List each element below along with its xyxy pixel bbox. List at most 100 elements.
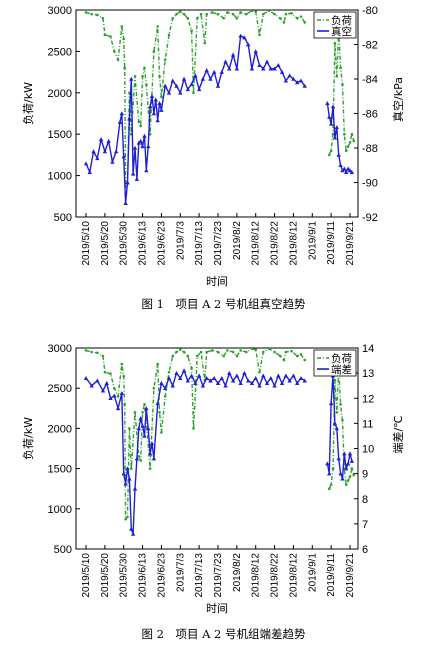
series-真空-point [272, 66, 277, 71]
series-负荷-point [120, 25, 124, 28]
series-端差-point [89, 383, 94, 388]
series-负荷-point [331, 132, 335, 136]
series-端差-point [127, 476, 132, 481]
series-真空-point [127, 116, 132, 121]
series-真空-point [204, 68, 209, 73]
series-负荷-line [85, 348, 306, 522]
series-负荷-point [216, 12, 220, 16]
series-端差-point [336, 456, 341, 461]
series-负荷-point [160, 95, 163, 99]
chart1-plot: 500 1000 1500 2000 2500 3000 -92 -90 -88 -86 -84 -8… [21, 5, 405, 288]
x-tick-label: 2019/5/10 [81, 553, 92, 598]
series-端差-point [219, 375, 224, 380]
series-真空-point [276, 63, 281, 67]
series-端差-point [119, 391, 125, 396]
series-端差-point [298, 375, 304, 380]
series-负荷-point [112, 386, 116, 390]
series-负荷-point [299, 15, 303, 18]
series-端差-point [327, 471, 332, 476]
y2-tick-label: 11 [362, 418, 373, 430]
y-tick-label: 3000 [48, 343, 72, 355]
series-端差-point [338, 471, 343, 476]
series-layer [83, 348, 356, 536]
series-负荷-point [216, 350, 220, 354]
series-负荷-point [123, 402, 126, 406]
series-真空-point [193, 73, 198, 78]
series-负荷-point [152, 386, 156, 390]
series-真空-point [242, 35, 247, 40]
x-tick-label: 2019/6/13 [138, 221, 149, 266]
series-端差-point [140, 423, 145, 428]
series-负荷-point [284, 350, 288, 354]
series-端差-point [112, 393, 117, 398]
series-端差-point [264, 380, 270, 385]
series-真空-point [185, 87, 191, 92]
series-端差-point [100, 388, 106, 393]
x-tick-label: 2019/8/12 [288, 221, 299, 266]
x-tick-label: 2019/8/12 [288, 553, 299, 598]
series-负荷-point [284, 12, 288, 16]
x-tick-label: 2019/8/12 [251, 221, 262, 266]
series-真空-point [332, 135, 338, 140]
series-真空-point [212, 69, 217, 74]
series-真空-point [338, 163, 343, 168]
chart2-plot: 500 1000 1500 2000 2500 3000 6 7 8 9 10 11 12 13 14 201… [21, 343, 405, 615]
series-真空-point [110, 159, 115, 164]
x-tick-label: 2019/8/22 [270, 221, 281, 266]
series-真空-point [200, 76, 206, 81]
x-tick-label: 2019/7/23 [213, 553, 224, 598]
series-负荷-point [331, 467, 335, 470]
series-真空-point [279, 69, 285, 74]
series-负荷-line [85, 10, 306, 189]
series-真空-point [223, 59, 228, 64]
series-负荷-point [329, 149, 333, 153]
series-端差-point [245, 378, 251, 383]
series-真空-point [95, 156, 100, 161]
x-axis-label: 时间 [206, 602, 228, 615]
vacuum-trend-chart: 500 1000 1500 2000 2500 3000 -92 -90 -88 -86 -84 -8… [21, 5, 405, 288]
series-端差-point [104, 380, 109, 385]
plot-frame [75, 9, 359, 218]
series-负荷-point [129, 467, 133, 470]
series-真空-point [117, 119, 123, 124]
series-真空-point [230, 52, 236, 57]
series-负荷-point [335, 74, 339, 78]
series-负荷-point [133, 74, 137, 78]
series-负荷-point [192, 427, 195, 430]
series-端差-point [178, 375, 183, 380]
series-负荷-point [143, 402, 146, 406]
series-真空-point [257, 63, 262, 67]
series-真空-line [85, 34, 306, 204]
series-负荷-point [348, 141, 352, 144]
series-端差-point [249, 380, 255, 385]
x-tick-label: 2019/7/23 [213, 221, 224, 266]
series-端差-point [166, 375, 172, 380]
series-负荷-point [344, 149, 348, 153]
legend-box [313, 349, 357, 377]
series-真空-point [151, 111, 157, 116]
series-端差-point [174, 370, 179, 375]
series-负荷-point [231, 12, 235, 16]
series-端差-point [208, 378, 213, 383]
y2-tick-label: -80 [362, 5, 378, 17]
series-负荷-point [152, 50, 156, 53]
series-负荷-point [123, 66, 126, 70]
series-负荷-point [182, 350, 186, 354]
series-负荷-point [195, 354, 199, 358]
series-端差-point [146, 426, 151, 431]
series-负荷-point [222, 16, 225, 20]
series-负荷-point [96, 351, 99, 355]
series-真空-point [264, 59, 270, 64]
series-负荷-point [254, 10, 258, 13]
series-负荷-point [235, 354, 239, 358]
x-tick-label: 2019/8/12 [251, 553, 262, 598]
series-端差-point [287, 378, 292, 383]
y2-tick-label: 12 [362, 393, 374, 405]
end-difference-trend-chart: 500 1000 1500 2000 2500 3000 6 7 8 9 10 11 12 13 14 201… [21, 343, 405, 615]
series-负荷-point [226, 349, 229, 352]
x-tick-label: 2019/7/3 [175, 553, 186, 592]
x-tick-label: 2019/8/2 [232, 221, 243, 260]
series-真空-point [328, 121, 334, 126]
series-端差-point [234, 373, 240, 378]
series-负荷-point [120, 362, 124, 366]
